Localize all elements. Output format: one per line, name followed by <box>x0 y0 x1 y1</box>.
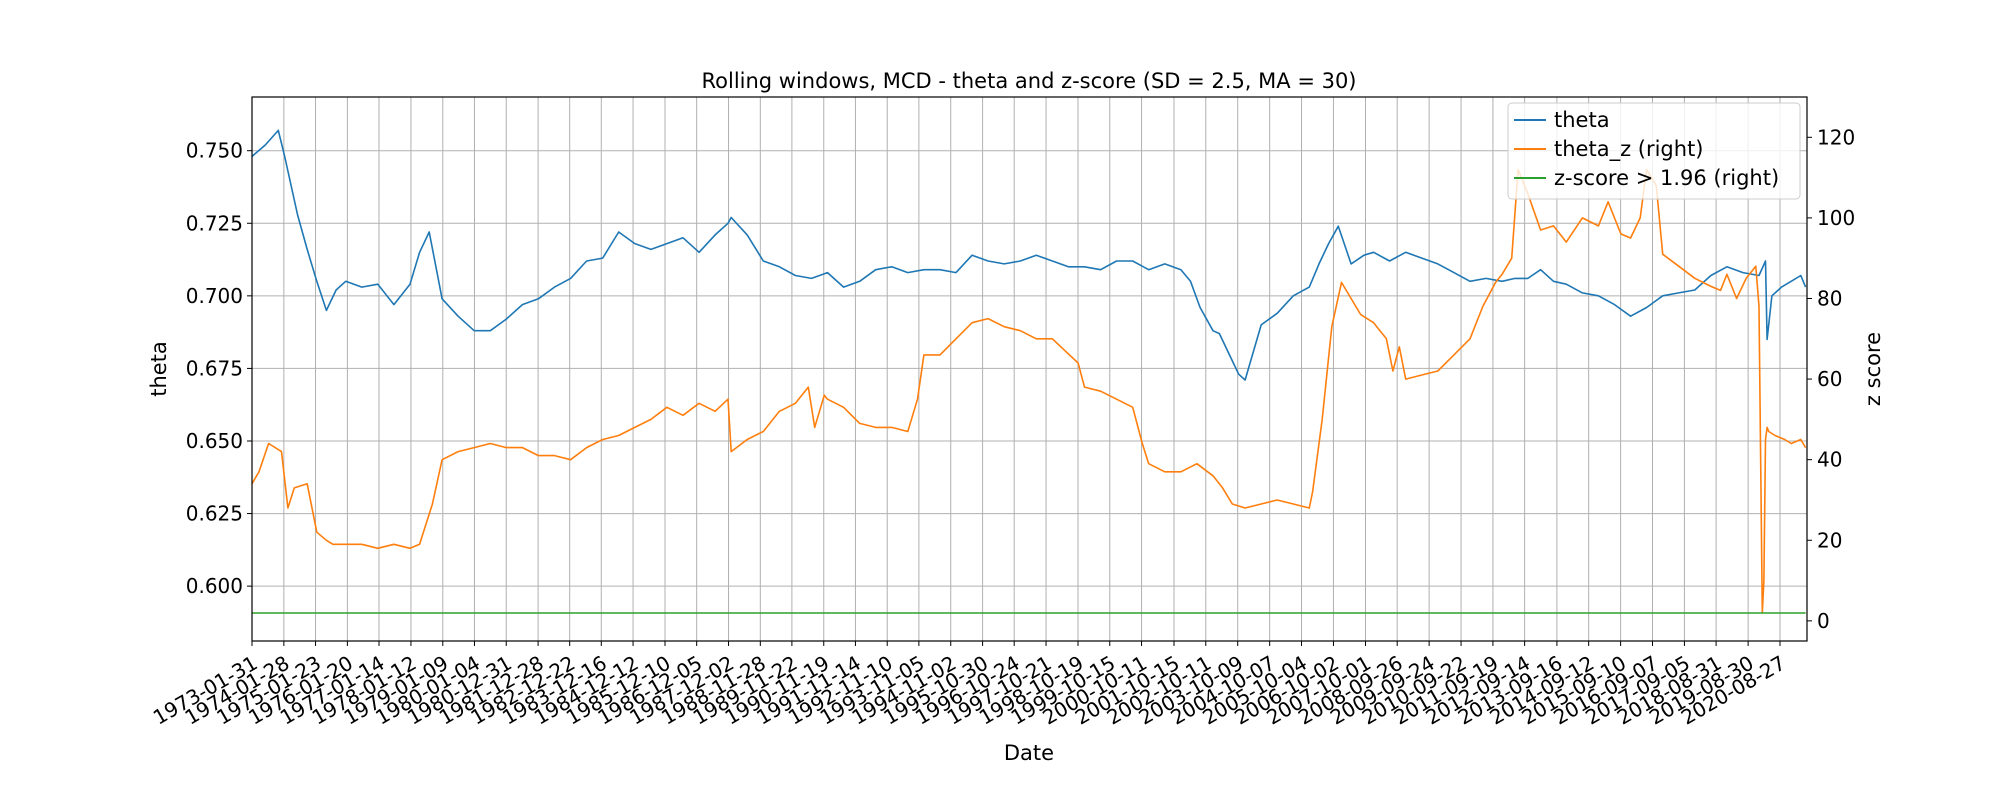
y2-tick-label: 60 <box>1817 367 1842 391</box>
y2-tick-label: 80 <box>1817 286 1842 310</box>
y-tick-label: 0.675 <box>186 356 243 380</box>
y2-tick-label: 20 <box>1817 528 1842 552</box>
legend-label-z-threshold: z-score > 1.96 (right) <box>1554 166 1779 190</box>
plot-area-frame <box>251 96 1808 642</box>
series-line-theta-z <box>251 168 1807 614</box>
y-tick-label: 0.725 <box>186 211 243 235</box>
y2-tick-label: 120 <box>1817 125 1855 149</box>
y-tick-label: 0.700 <box>186 284 243 308</box>
y2-axis-label: z score <box>1861 332 1885 406</box>
legend-label-theta-z: theta_z (right) <box>1554 137 1704 162</box>
legend: theta theta_z (right) z-score > 1.96 (ri… <box>1507 102 1801 200</box>
y2-tick-label: 40 <box>1817 448 1842 472</box>
y-axis-left: 0.600 0.625 0.650 0.675 0.700 0.725 0.750 <box>186 139 252 598</box>
legend-label-theta: theta <box>1554 108 1610 132</box>
y-axis-right: 0 20 40 60 80 100 120 <box>1807 125 1855 633</box>
y-axis-label: theta <box>147 341 171 397</box>
y-tick-label: 0.600 <box>186 574 243 598</box>
x-axis-label: Date <box>1004 741 1054 765</box>
chart-title: Rolling windows, MCD - theta and z-score… <box>701 69 1356 93</box>
y2-tick-label: 100 <box>1817 206 1855 230</box>
series-layer <box>251 129 1807 614</box>
y-tick-label: 0.750 <box>186 139 243 163</box>
y2-tick-label: 0 <box>1817 609 1830 633</box>
grid-layer <box>251 97 1807 641</box>
y-tick-label: 0.650 <box>186 429 243 453</box>
legend-box <box>1507 102 1801 200</box>
y-tick-label: 0.625 <box>186 502 243 526</box>
series-line-theta <box>251 129 1807 381</box>
